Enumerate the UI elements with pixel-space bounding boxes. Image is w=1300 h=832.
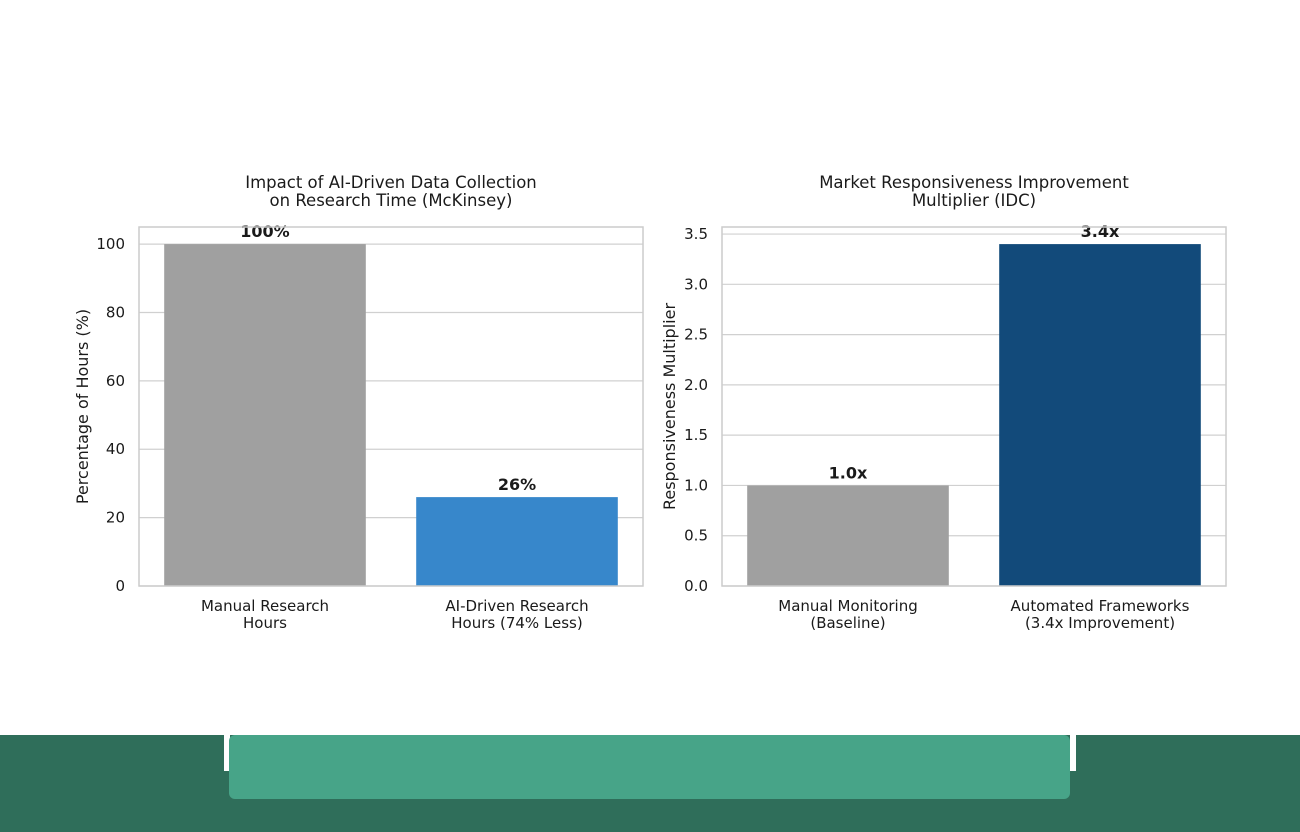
chart1-bar (164, 244, 366, 586)
chart2-bar (747, 485, 949, 586)
chart1-category-label: Manual Research Hours (201, 597, 329, 632)
chart1-bar (416, 497, 618, 586)
chart2-ytick-label: 3.5 (684, 225, 708, 243)
chart2-ylabel: Responsiveness Multiplier (660, 303, 679, 511)
chart1-ylabel: Percentage of Hours (%) (73, 309, 92, 504)
footer-right-block (1075, 735, 1300, 832)
chart1-category-label: AI-Driven Research Hours (74% Less) (445, 597, 588, 632)
chart1-data-label: 26% (498, 475, 536, 494)
chart2-ytick-label: 2.0 (684, 376, 708, 394)
chart2-category-label: Automated Frameworks (3.4x Improvement) (1011, 597, 1190, 632)
chart2-ytick-label: 0.0 (684, 577, 708, 595)
chart2-plot-frame (721, 226, 1227, 587)
chart2-ytick-label: 3.0 (684, 275, 708, 293)
chart2-ytick-label: 1.0 (684, 476, 708, 494)
chart2-title: Market Responsiveness Improvement Multipl… (819, 173, 1129, 210)
chart2-bar (999, 244, 1201, 586)
chart1-ytick-label: 80 (106, 303, 125, 321)
chart2-ytick-label: 2.5 (684, 326, 708, 344)
charts-canvas: 0 20 40 60 80 100 100% Manual Research Hours 26% A… (73, 173, 1227, 632)
chart1-ytick-label: 20 (106, 509, 125, 527)
chart1-ytick-label: 100 (96, 235, 125, 253)
chart2-ytick-label: 0.5 (684, 527, 708, 545)
chart2-data-label: 3.4x (1081, 222, 1120, 241)
footer-panel (229, 735, 1070, 799)
footer-notch-right (1070, 735, 1076, 771)
chart1-ytick-label: 40 (106, 440, 125, 458)
chart1-plot-frame (138, 226, 644, 587)
footer-notch-left (224, 735, 230, 771)
chart2-category-label: Manual Monitoring (Baseline) (778, 597, 918, 632)
chart1-title: Impact of AI-Driven Data Collection on Re… (245, 173, 537, 210)
chart2-ytick-label: 1.5 (684, 426, 708, 444)
chart1-ytick-label: 60 (106, 372, 125, 390)
chart1-ytick-label: 0 (115, 577, 125, 595)
chart2-data-label: 1.0x (829, 463, 868, 482)
chart1-data-label: 100% (240, 222, 289, 241)
footer-left-block (0, 735, 224, 832)
